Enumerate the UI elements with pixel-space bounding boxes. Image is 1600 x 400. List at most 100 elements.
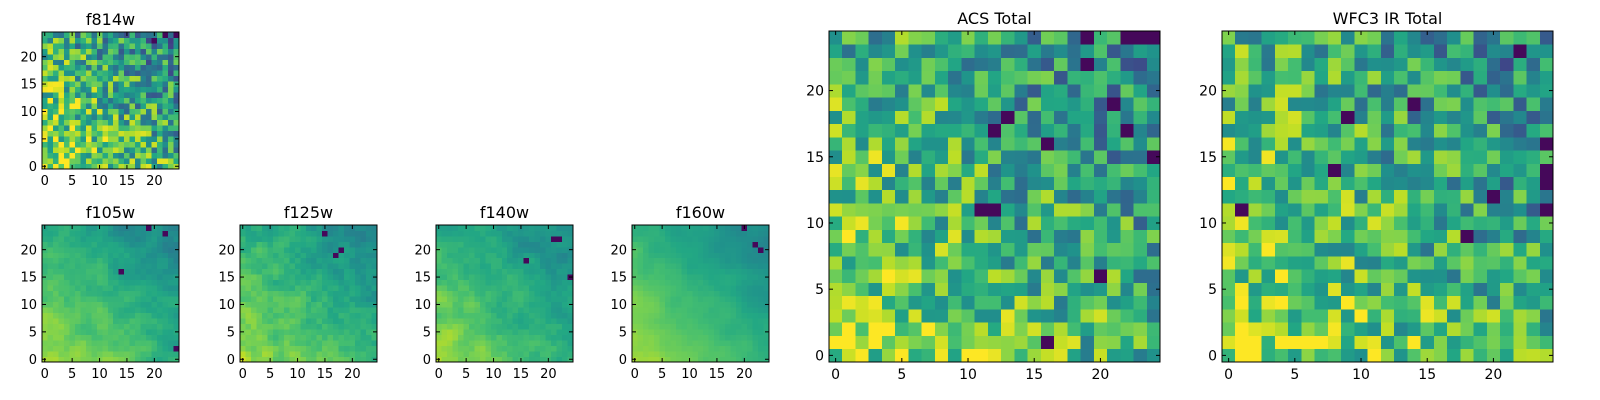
heatmap-cell [1380,136,1395,151]
heatmap-cell [518,285,525,292]
heatmap-cell [91,263,98,270]
heatmap-cell [63,312,70,319]
heatmap-cell [52,81,59,88]
heatmap-cell [562,241,568,248]
heatmap-cell [1222,295,1236,310]
heatmap-cell [322,329,329,335]
heatmap-cell [58,75,65,82]
heatmap-cell [681,241,688,248]
heatmap-cell [1301,203,1316,217]
heatmap-cell [140,230,147,237]
heatmap-cell [961,242,975,257]
heatmap-cell [47,241,54,248]
heatmap-cell [366,318,372,324]
heatmap-cell [316,296,323,303]
heatmap-cell [1341,176,1355,191]
heatmap-cell [697,241,704,248]
heatmap-cell [344,329,350,335]
heatmap-cell [283,356,290,363]
heatmap-cell [118,290,125,297]
heatmap-cell [534,296,541,303]
heatmap-cell [1001,57,1015,72]
heatmap-cell [686,307,693,314]
heatmap-cell [763,340,770,346]
heatmap-cell [1314,136,1329,151]
heatmap-cell [567,257,574,264]
heatmap-cell [523,279,530,286]
heatmap-cell [256,246,263,253]
heatmap-cell [305,351,312,357]
y-tick-label: 20 [806,84,824,100]
heatmap-cell [1040,295,1055,310]
heatmap-cell [474,340,481,346]
heatmap-cell [355,268,361,275]
heatmap-cell [1420,335,1435,350]
heatmap-cell [540,323,546,330]
heatmap-cell [868,295,883,310]
heatmap-cell [96,37,103,44]
heatmap-cell [725,263,731,270]
heatmap-cell [1107,295,1121,310]
heatmap-cell [1500,295,1514,310]
heatmap-cell [664,252,671,259]
heatmap-cell [74,70,81,77]
heatmap-cell [1460,295,1474,310]
heatmap-cell [300,274,307,281]
heatmap-cell [294,307,301,314]
heatmap-cell [135,86,141,93]
heatmap-cell [85,290,92,297]
heatmap-cell [664,274,671,281]
heatmap-cell [1261,70,1276,85]
heatmap-cell [102,351,109,357]
heatmap-cell [736,279,742,286]
heatmap-cell [333,246,339,253]
heatmap-cell [758,274,764,281]
heatmap-cell [474,257,481,264]
heatmap-cell [1274,242,1289,257]
heatmap-cell [58,312,65,319]
heatmap-cell [974,229,989,244]
heatmap-cell [670,318,677,324]
heatmap-cell [1341,348,1355,363]
heatmap-cell [637,290,644,297]
heatmap-cell [1433,189,1448,204]
heatmap-cell [1407,44,1421,58]
heatmap-cell [763,279,770,286]
heatmap-cell [692,307,699,314]
heatmap-cell [327,257,334,264]
heatmap-cell [1526,31,1541,45]
heatmap-cell [703,285,710,292]
heatmap-cell [1301,322,1316,336]
heatmap-cell [1014,136,1028,151]
heatmap-cell [485,329,492,335]
heatmap-cell [921,123,936,138]
heatmap-cell [360,356,367,363]
heatmap-cell [129,257,136,264]
heatmap-cell [1248,97,1263,111]
heatmap-cell [52,32,59,38]
heatmap-cell [63,274,70,281]
heatmap-cell [468,274,475,281]
heatmap-cell [556,241,563,248]
heatmap-cell [1235,348,1249,363]
heatmap-cell [311,301,318,308]
heatmap-cell [85,274,92,281]
heatmap-cell [730,301,737,308]
heatmap-cell [934,150,949,164]
heatmap-cell [140,340,147,346]
heatmap-cell [42,75,48,82]
heatmap-cell [146,103,152,110]
heatmap-cell [42,252,48,259]
heatmap-cell [653,307,660,314]
heatmap-cell [452,252,459,259]
heatmap-cell [556,235,563,242]
heatmap-cell [736,263,742,270]
heatmap-cell [107,334,114,341]
heatmap-cell [507,307,514,314]
heatmap-cell [648,301,655,308]
heatmap-cell [463,235,470,242]
heatmap-cell [1380,97,1395,111]
heatmap-cell [1407,203,1421,217]
heatmap-cell [725,340,731,346]
heatmap-cell [267,246,274,253]
